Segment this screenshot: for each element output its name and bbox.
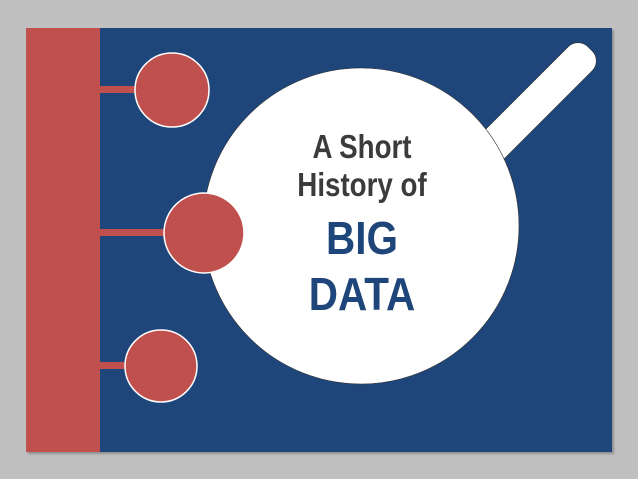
- timeline-node-1: [134, 52, 210, 128]
- title-line-4: DATA: [308, 268, 416, 320]
- title-line-2: History of: [297, 166, 427, 203]
- timeline-node-3: [124, 329, 198, 403]
- title-line-3: BIG: [326, 212, 398, 264]
- slide: A Short History of BIG DATA: [26, 28, 612, 452]
- timeline-bar: [26, 28, 100, 452]
- timeline-node-2: [163, 192, 245, 274]
- timeline-connector-2: [98, 229, 168, 236]
- title-block: A Short History of BIG DATA: [272, 128, 452, 322]
- timeline-connector-3: [98, 362, 132, 369]
- timeline-connector-1: [98, 86, 138, 93]
- title-line-1: A Short: [312, 128, 412, 165]
- illustration: [26, 28, 597, 452]
